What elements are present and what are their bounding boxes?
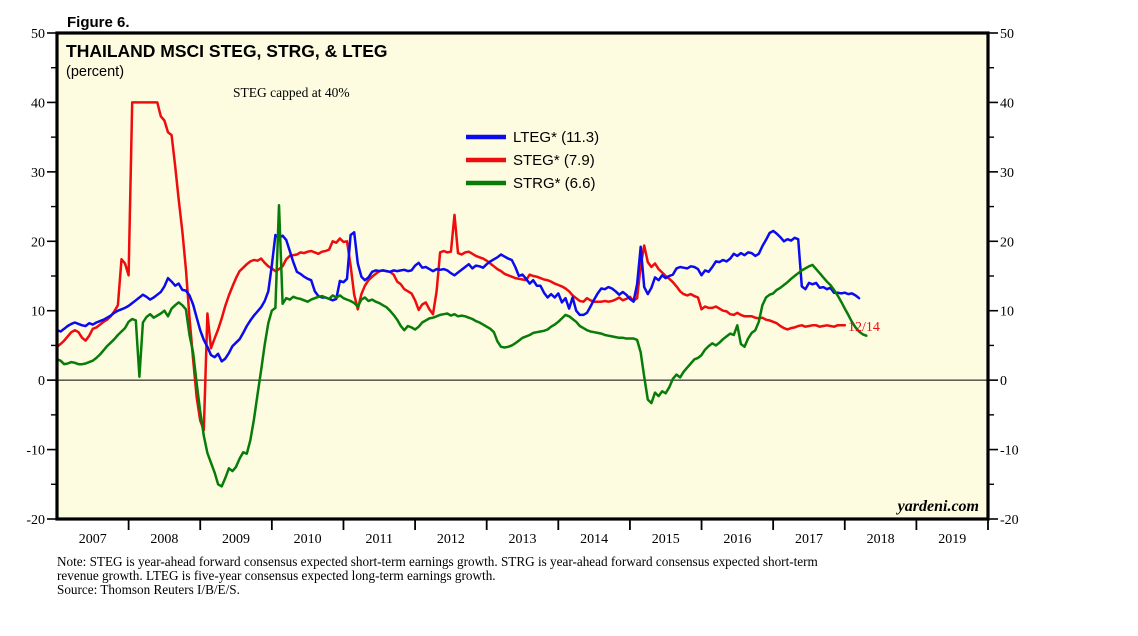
chart-subtitle: (percent) (66, 64, 124, 80)
legend-label-lteg: LTEG* (11.3) (513, 129, 599, 146)
axis-tick-labels: -20 -20 -10 -10 0 0 10 10 20 20 30 30 40 40 50 50 2007 20… (26, 27, 1018, 547)
legend-label-steg: STEG* (7.9) (513, 152, 595, 169)
footnote-line-1: Note: STEG is year-ahead forward consens… (57, 554, 818, 569)
chart-title: THAILAND MSCI STEG, STRG, & LTEG (66, 41, 387, 61)
footnote-line-3: Source: Thomson Reuters I/B/E/S. (57, 582, 240, 598)
footnote-line-2: revenue growth. LTEG is five-year consen… (57, 568, 496, 584)
x-year-label: 2009 (222, 532, 250, 547)
x-year-label: 2008 (150, 532, 178, 547)
series-line-steg (55, 101, 847, 432)
plot-border (55, 31, 990, 521)
y-tick-label-right: 10 (1000, 305, 1014, 320)
x-year-label: 2019 (938, 532, 966, 547)
figure-label: Figure 6. (67, 14, 130, 31)
cap-annotation: STEG capped at 40% (233, 85, 350, 100)
y-tick-label-left: 50 (31, 27, 45, 42)
y-tick-label-right: -10 (1000, 444, 1019, 459)
y-tick-label-right: -20 (1000, 513, 1019, 528)
x-year-label: 2014 (580, 532, 608, 547)
y-tick-label-left: 30 (31, 166, 45, 181)
y-tick-label-left: 0 (38, 374, 45, 389)
legend-item-strg: STRG* (6.6) (466, 175, 596, 192)
y-tick-label-right: 20 (1000, 235, 1014, 250)
x-year-label: 2007 (79, 532, 107, 547)
x-year-label: 2015 (652, 532, 680, 547)
series-line-strg (55, 203, 868, 488)
y-tick-label-right: 0 (1000, 374, 1007, 389)
legend-item-lteg: LTEG* (11.3) (466, 129, 599, 146)
y-tick-label-left: 40 (31, 96, 45, 111)
x-year-label: 2017 (795, 532, 823, 547)
watermark: yardeni.com (896, 498, 979, 515)
y-tick-label-left: 10 (31, 305, 45, 320)
series-end-date-label: 12/14 (848, 320, 880, 335)
y-tick-label-right: 30 (1000, 166, 1014, 181)
series-line-lteg (55, 229, 861, 363)
y-tick-label-right: 40 (1000, 96, 1014, 111)
series-lines (55, 101, 868, 488)
x-year-label: 2012 (437, 532, 465, 547)
x-year-label: 2011 (366, 532, 393, 547)
x-year-label: 2018 (867, 532, 895, 547)
y-tick-label-left: -10 (26, 444, 45, 459)
legend-item-steg: STEG* (7.9) (466, 152, 595, 169)
y-tick-label-right: 50 (1000, 27, 1014, 42)
legend-label-strg: STRG* (6.6) (513, 175, 596, 192)
x-year-label: 2013 (509, 532, 537, 547)
y-tick-label-left: -20 (26, 513, 45, 528)
legend: LTEG* (11.3) STEG* (7.9) STRG* (6.6) (466, 129, 599, 192)
x-year-label: 2010 (294, 532, 322, 547)
y-tick-label-left: 20 (31, 235, 45, 250)
x-year-label: 2016 (723, 532, 751, 547)
footnotes: Note: STEG is year-ahead forward consens… (57, 554, 947, 598)
